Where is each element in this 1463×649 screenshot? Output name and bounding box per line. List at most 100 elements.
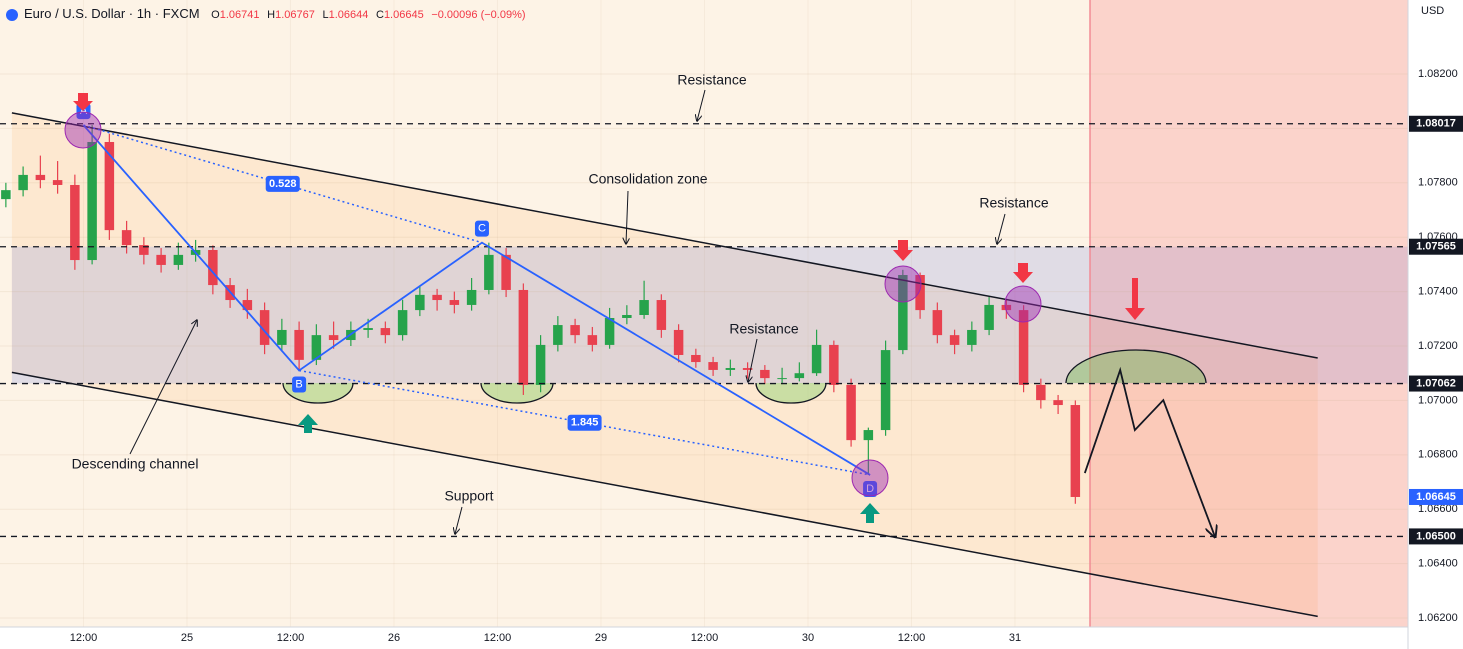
candle-body xyxy=(1053,400,1063,406)
x-tick-label: 12:00 xyxy=(484,632,512,644)
candle-body xyxy=(52,180,63,185)
overlay: 0.528 1.845 A B C D xyxy=(0,103,1408,618)
candle-body xyxy=(1,190,11,200)
y-tick-label: 1.06800 xyxy=(1418,449,1458,461)
x-tick-label: 26 xyxy=(388,632,400,644)
candle-body xyxy=(949,335,960,345)
channel-line xyxy=(11,112,1318,359)
ohlc-value: 1.06741 xyxy=(220,9,260,21)
dome xyxy=(755,382,827,404)
candle-body xyxy=(1036,384,1046,401)
candle-body xyxy=(484,254,494,290)
candle-body xyxy=(673,329,684,355)
candle-body xyxy=(104,141,115,231)
candle-body xyxy=(587,335,598,345)
leader-line xyxy=(748,338,758,382)
candle-body xyxy=(35,174,46,181)
candle-body xyxy=(294,329,304,360)
candle-body xyxy=(70,184,80,261)
down-arrow xyxy=(893,240,913,261)
point-box xyxy=(292,376,307,393)
y-tick-label: 1.08200 xyxy=(1418,68,1458,80)
candle-body xyxy=(277,329,287,345)
point-box xyxy=(474,220,489,237)
candles xyxy=(1,125,1081,504)
price-axis xyxy=(1408,0,1463,649)
candle-body xyxy=(397,310,408,336)
annotations xyxy=(129,89,1006,534)
candle-body xyxy=(380,328,391,336)
zones xyxy=(11,0,1409,627)
symbol-icon xyxy=(6,9,18,21)
candle-body xyxy=(1001,304,1012,311)
candle-body xyxy=(777,378,787,380)
candle-body xyxy=(87,141,97,261)
candle-body xyxy=(1018,310,1029,385)
down-arrow xyxy=(1013,263,1033,283)
candle-body xyxy=(18,174,28,191)
level-tag xyxy=(1409,238,1463,255)
candle-body xyxy=(415,294,425,311)
candle-body xyxy=(570,325,580,336)
highlight-circle xyxy=(884,265,922,303)
ohlc-value: 1.06645 xyxy=(384,9,424,21)
forecast-zone xyxy=(1090,0,1408,627)
x-tick-label: 31 xyxy=(1009,632,1021,644)
candle-body xyxy=(1070,405,1081,497)
down-arrow xyxy=(73,93,93,111)
y-tick-label: 1.07400 xyxy=(1418,286,1458,298)
x-tick-label: 25 xyxy=(181,632,193,644)
dome xyxy=(480,382,554,404)
candle-body xyxy=(328,335,339,341)
level-tag-label: 1.08017 xyxy=(1416,118,1456,130)
x-tick-label: 12:00 xyxy=(70,632,98,644)
candle-body xyxy=(898,275,908,351)
leader-line xyxy=(626,190,628,244)
candle-body xyxy=(518,289,529,385)
candle-body xyxy=(311,335,322,360)
candle-body xyxy=(553,325,563,345)
candle-body xyxy=(604,317,615,345)
ohlc-value: 1.06644 xyxy=(329,9,369,21)
candle-body xyxy=(639,300,649,315)
level-tag xyxy=(1409,375,1463,392)
plot-background xyxy=(0,0,1408,627)
candle-body xyxy=(829,344,839,385)
channel-line xyxy=(11,371,1318,618)
time-axis xyxy=(0,627,1408,649)
markers xyxy=(64,93,1145,523)
y-tick-label: 1.07200 xyxy=(1418,340,1458,352)
down-arrow xyxy=(1125,278,1145,320)
pattern-ratio-line xyxy=(83,124,483,244)
candle-body xyxy=(846,384,856,441)
highlight-circle xyxy=(64,111,102,149)
leader-line xyxy=(997,213,1006,244)
y-tick-label: 1.07000 xyxy=(1418,394,1458,406)
highlight-circle xyxy=(851,459,889,497)
level-tag xyxy=(1409,528,1463,545)
ohlc-key: O xyxy=(211,9,220,21)
up-arrow xyxy=(298,414,318,433)
candle-body xyxy=(708,362,718,370)
x-tick-label: 29 xyxy=(595,632,607,644)
annotation: Descending channel xyxy=(72,456,199,472)
legend: Euro / U.S. Dollar · 1h · FXCM O1.06741 … xyxy=(24,6,526,21)
pattern-line xyxy=(82,124,871,476)
candle-body xyxy=(915,275,925,311)
ratio-box xyxy=(567,414,602,431)
last-price-label: 1.06645 xyxy=(1416,491,1456,503)
projection-path xyxy=(1083,366,1215,537)
candle-body xyxy=(466,289,477,305)
point-label: A xyxy=(80,105,88,117)
annotation: Resistance xyxy=(729,321,798,337)
annotation: Resistance xyxy=(677,72,746,88)
annotation: Resistance xyxy=(979,195,1048,211)
level-tag-label: 1.06500 xyxy=(1416,530,1456,542)
candle-body xyxy=(501,254,511,290)
x-tick-label: 12:00 xyxy=(898,632,926,644)
level-tag xyxy=(1409,115,1463,132)
leader-line xyxy=(697,89,706,121)
ratio-label: 1.845 xyxy=(571,417,599,429)
